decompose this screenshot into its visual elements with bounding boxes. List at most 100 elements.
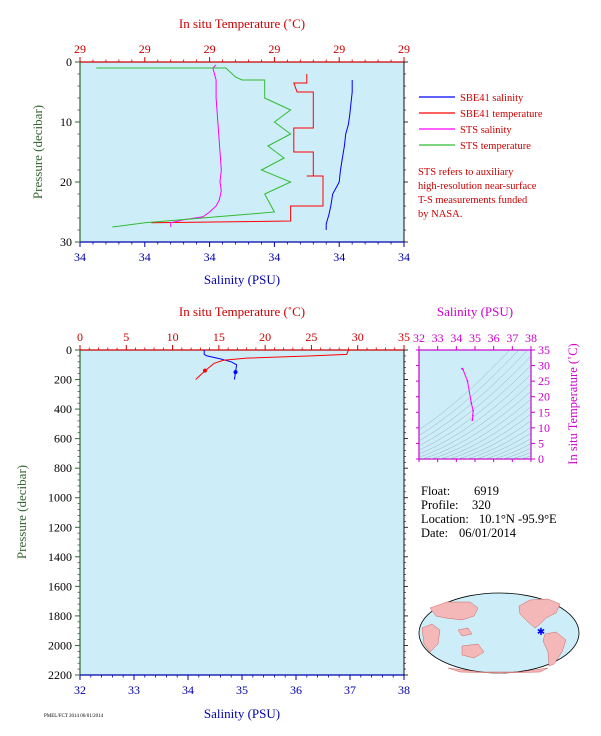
land-asia xyxy=(429,601,479,621)
ts-right-tick-label: 30 xyxy=(538,359,550,373)
ts-top-tick-label: 38 xyxy=(525,331,537,345)
full-bottom-axis-title: Salinity (PSU) xyxy=(204,706,280,721)
near-surface-plot-area xyxy=(79,61,405,243)
ts-top-tick-label: 37 xyxy=(506,331,518,345)
ts-density-contour xyxy=(419,382,531,458)
ts-density-contour xyxy=(475,432,531,459)
date-value: 06/01/2014 xyxy=(459,526,517,540)
ts-density-contour xyxy=(502,447,531,459)
full-top-tick-label: 35 xyxy=(398,330,410,344)
full-point-sbe41-salinity xyxy=(233,370,238,375)
top-series-sts-temperature xyxy=(96,67,292,228)
full-top-tick-label: 10 xyxy=(167,330,179,344)
legend-label-sbe41-temperature: SBE41 temperature xyxy=(460,109,543,120)
ts-series xyxy=(461,367,475,421)
top-left-tick-label: 30 xyxy=(60,235,72,249)
world-map: ✱ xyxy=(418,592,580,674)
full-top-tick-label: 5 xyxy=(123,330,129,344)
full-left-tick-label: 200 xyxy=(54,373,72,387)
top-series-sbe41-temperature xyxy=(151,74,324,224)
ts-top-tick-label: 36 xyxy=(488,331,500,345)
ts-right-tick-label: 25 xyxy=(538,374,550,388)
full-left-tick-label: 1400 xyxy=(48,550,72,564)
legend-label-sts-salinity: STS salinity xyxy=(460,125,512,136)
profile-value: 320 xyxy=(472,498,491,512)
full-left-tick-label: 400 xyxy=(54,402,72,416)
full-left-tick-label: 800 xyxy=(54,461,72,475)
ts-density-contour xyxy=(419,355,531,446)
full-left-tick-label: 2200 xyxy=(48,668,72,682)
land-africa xyxy=(421,623,441,653)
full-top-axis-title: In situ Temperature (˚C) xyxy=(179,304,305,319)
full-profile-series xyxy=(195,349,349,380)
full-profile-ticks: 0 5 10 15 20 25 30 35 32 33 34 35 36 37 38 0 200 400 600 80… xyxy=(48,330,410,697)
ts-top-axis-title: Salinity (PSU) xyxy=(437,304,513,319)
full-left-tick-label: 1200 xyxy=(48,520,72,534)
top-series-sbe41-salinity xyxy=(325,80,353,230)
ts-density-contour xyxy=(430,398,531,459)
sts-note-line-3: T-S measurements funded xyxy=(418,195,528,206)
full-top-tick-label: 30 xyxy=(352,330,364,344)
full-top-tick-label: 25 xyxy=(305,330,317,344)
top-bottom-tick-label: 34 xyxy=(268,250,280,264)
ts-density-contour xyxy=(484,438,531,459)
sts-note-line-1: STS refers to auxiliary xyxy=(418,167,514,178)
sts-note-line-2: high-resolution near-surface xyxy=(418,181,537,192)
ts-right-axis-title: In situ Temperature (˚C) xyxy=(566,343,580,464)
ts-density-contour xyxy=(520,455,531,459)
profile-label: Profile: xyxy=(421,498,459,512)
float-location-marker: ✱ xyxy=(537,627,545,638)
full-bottom-tick-label: 38 xyxy=(398,683,410,697)
full-bottom-tick-label: 32 xyxy=(74,683,86,697)
near-surface-top-axis-title: In situ Temperature (˚C) xyxy=(179,16,305,31)
near-surface-plot: 29 29 29 29 29 29 34 34 34 34 34 34 0 10 20 30 In situ … xyxy=(30,16,410,287)
full-bottom-tick-label: 35 xyxy=(236,683,248,697)
top-left-tick-label: 20 xyxy=(60,175,72,189)
land-south-america xyxy=(542,631,567,667)
top-top-tick-label: 29 xyxy=(204,42,216,56)
ts-point xyxy=(461,368,464,371)
ts-top-tick-label: 34 xyxy=(450,331,462,345)
full-top-tick-label: 20 xyxy=(259,330,271,344)
ts-right-tick-label: 10 xyxy=(538,421,550,435)
date-label: Date: xyxy=(421,526,448,540)
ts-density-contour xyxy=(493,443,531,459)
near-surface-left-axis-title: Pressure (decibar) xyxy=(30,105,45,199)
ts-right-tick-label: 0 xyxy=(538,452,544,466)
location-value: 10.1°N -95.9°E xyxy=(479,512,557,526)
float-info: Float: 6919 Profile: 320 Location: 10.1°… xyxy=(421,484,557,540)
sts-note-line-4: by NASA. xyxy=(418,209,462,220)
ts-top-tick-label: 32 xyxy=(413,331,425,345)
full-profile-plot: 0 5 10 15 20 25 30 35 32 33 34 35 36 37 38 0 200 400 600 80… xyxy=(14,304,410,721)
full-left-tick-label: 1600 xyxy=(48,579,72,593)
footer-credit: PMEL/FCT 2014 06/01/2014 xyxy=(44,714,104,719)
top-bottom-tick-label: 34 xyxy=(398,250,410,264)
land-maritime-asia xyxy=(457,627,473,637)
full-left-tick-label: 2000 xyxy=(48,638,72,652)
ts-density-contour xyxy=(439,406,531,459)
full-left-tick-label: 1000 xyxy=(48,491,72,505)
ts-density-contour xyxy=(466,426,531,459)
ts-density-contour xyxy=(457,420,531,459)
land-australia xyxy=(461,643,485,659)
top-bottom-tick-label: 34 xyxy=(139,250,151,264)
full-bottom-tick-label: 37 xyxy=(344,683,356,697)
top-bottom-tick-label: 34 xyxy=(333,250,345,264)
ts-point xyxy=(471,419,474,421)
full-bottom-tick-label: 34 xyxy=(182,683,194,697)
full-left-tick-label: 600 xyxy=(54,432,72,446)
full-profile-plot-area xyxy=(79,349,405,676)
full-top-tick-label: 0 xyxy=(77,330,83,344)
top-top-tick-label: 29 xyxy=(333,42,345,56)
ts-point xyxy=(472,409,475,412)
ts-density-contour xyxy=(511,452,531,459)
full-point-sbe41-temperature xyxy=(202,368,207,373)
ts-density-contour xyxy=(419,365,531,451)
full-top-tick-label: 15 xyxy=(213,330,225,344)
top-top-tick-label: 29 xyxy=(398,42,410,56)
float-label: Float: xyxy=(421,484,450,498)
land-north-america xyxy=(518,598,561,629)
near-surface-bottom-axis-title: Salinity (PSU) xyxy=(204,272,280,287)
ts-density-contour xyxy=(419,350,511,431)
